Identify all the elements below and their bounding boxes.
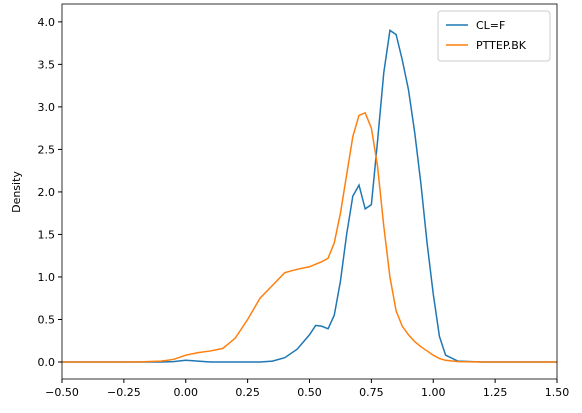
legend-label: CL=F (476, 19, 505, 32)
y-tick-label: 2.0 (38, 186, 56, 199)
legend-box (437, 10, 551, 62)
x-tick-label: 0.25 (235, 386, 260, 399)
legend-label: PTTEP.BK (476, 39, 527, 52)
y-tick-label: 0.5 (38, 313, 56, 326)
x-tick-label: −0.25 (107, 386, 141, 399)
x-tick-label: 1.00 (421, 386, 446, 399)
x-tick-label: 1.25 (483, 386, 508, 399)
y-tick-label: 3.5 (38, 58, 56, 71)
y-tick-label: 4.0 (38, 16, 56, 29)
x-tick-label: 0.00 (174, 386, 199, 399)
y-tick-label: 1.0 (38, 271, 56, 284)
series-line (62, 29, 557, 363)
y-tick-label: 1.5 (38, 228, 56, 241)
x-tick-label: −0.50 (45, 386, 79, 399)
x-tick-label: 0.75 (359, 386, 384, 399)
y-tick-label: 3.0 (38, 101, 56, 114)
plot-frame (61, 3, 558, 380)
y-axis-label: Density (10, 171, 23, 213)
series-line (62, 111, 557, 363)
x-tick-label: 1.50 (545, 386, 570, 399)
y-tick-label: 2.5 (38, 143, 56, 156)
y-tick-label: 0.0 (38, 356, 56, 369)
x-tick-label: 0.50 (297, 386, 322, 399)
